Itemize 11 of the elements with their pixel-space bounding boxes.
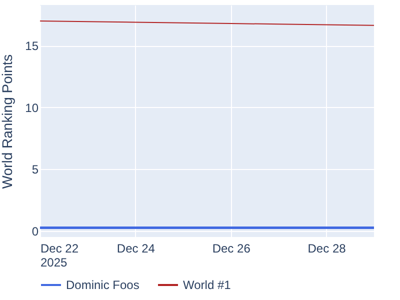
- legend-label: Dominic Foos: [66, 278, 140, 292]
- x-tick-label: Dec 26: [212, 242, 251, 256]
- x-tick-label: Dec 28: [308, 242, 346, 256]
- y-tick-label: 15: [25, 39, 39, 54]
- x-tick-label: Dec 24: [116, 242, 156, 256]
- legend-label: World #1: [183, 278, 232, 292]
- y-tick-label: 10: [25, 100, 39, 115]
- y-axis-title: World Ranking Points: [0, 54, 16, 189]
- y-tick-label: 5: [32, 162, 39, 177]
- x-tick-label: Dec 22 2025: [40, 242, 79, 270]
- y-tick-label: 0: [32, 224, 39, 238]
